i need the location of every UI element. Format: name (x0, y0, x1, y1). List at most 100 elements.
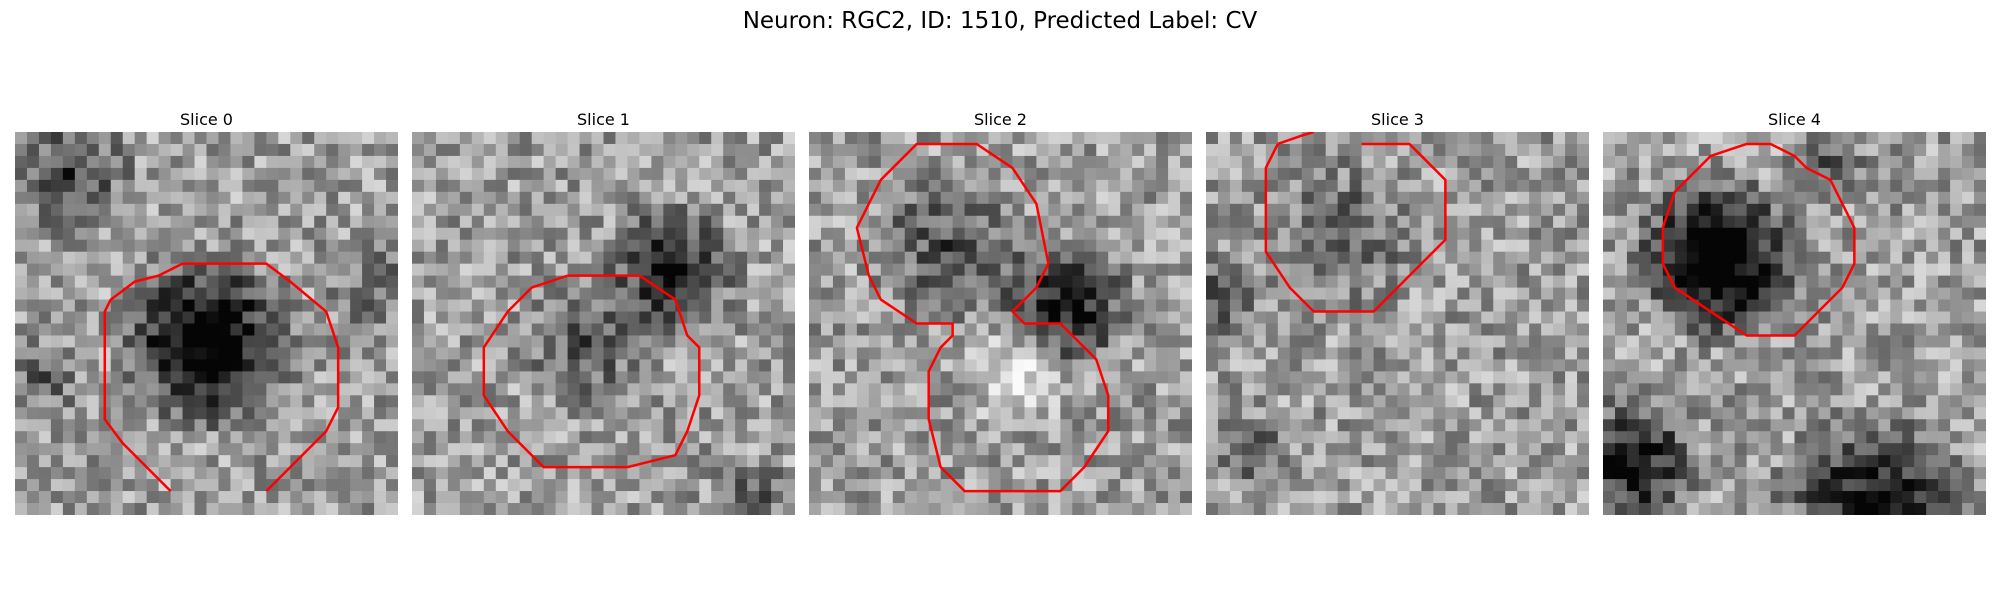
image-pixel (1806, 167, 1819, 181)
image-pixel (1349, 347, 1363, 360)
image-pixel (976, 395, 990, 408)
image-pixel (1385, 239, 1398, 253)
image-pixel (1650, 251, 1664, 265)
image-pixel (1950, 359, 1963, 372)
image-pixel (1782, 191, 1795, 205)
image-pixel (1325, 299, 1339, 313)
image-pixel (483, 479, 497, 492)
image-pixel (412, 227, 425, 241)
image-pixel (868, 239, 882, 253)
image-pixel (386, 311, 398, 324)
image-pixel (1313, 251, 1327, 265)
image-pixel (1674, 323, 1688, 336)
image-pixel (1698, 323, 1712, 336)
image-pixel (711, 479, 724, 492)
image-pixel (314, 503, 327, 515)
image-pixel (687, 359, 700, 372)
image-pixel (1638, 431, 1652, 444)
image-pixel (1902, 155, 1915, 169)
image-pixel (230, 167, 243, 181)
image-pixel (206, 203, 219, 217)
image-pixel (651, 143, 664, 157)
slice-panel-3: Slice 3 (1206, 108, 1589, 515)
image-pixel (386, 251, 398, 265)
image-pixel (302, 371, 315, 384)
image-pixel (1000, 467, 1013, 480)
image-pixel (218, 227, 231, 241)
image-pixel (1024, 407, 1037, 420)
image-pixel (591, 227, 604, 241)
image-pixel (435, 443, 449, 456)
image-pixel (447, 347, 461, 360)
image-pixel (591, 503, 604, 515)
image-pixel (615, 287, 628, 301)
image-pixel (1469, 203, 1482, 217)
image-pixel (1830, 179, 1843, 193)
image-pixel (711, 371, 724, 384)
image-pixel (38, 132, 52, 145)
image-pixel (1206, 143, 1219, 157)
image-pixel (1770, 419, 1784, 432)
image-pixel (844, 347, 858, 360)
image-pixel (1614, 275, 1628, 289)
image-pixel (1156, 287, 1169, 301)
image-pixel (1206, 167, 1219, 181)
image-pixel (158, 299, 172, 313)
image-pixel (170, 311, 184, 324)
image-pixel (952, 455, 966, 468)
image-pixel (1553, 251, 1566, 265)
image-pixel (856, 155, 870, 169)
image-pixel (1638, 191, 1652, 205)
image-pixel (170, 191, 184, 205)
image-pixel (1854, 275, 1867, 289)
image-pixel (904, 287, 918, 301)
image-pixel (1325, 467, 1339, 480)
image-pixel (1902, 335, 1915, 348)
image-pixel (1974, 215, 1986, 229)
image-pixel (832, 467, 846, 480)
image-pixel (1024, 167, 1037, 181)
image-pixel (1650, 407, 1664, 420)
image-pixel (1926, 335, 1939, 348)
image-pixel (38, 275, 52, 289)
image-pixel (1265, 203, 1279, 217)
image-pixel (1120, 227, 1133, 241)
image-pixel (940, 395, 954, 408)
image-pixel (134, 263, 148, 277)
image-pixel (338, 311, 351, 324)
image-pixel (579, 371, 593, 384)
image-pixel (62, 132, 76, 145)
image-pixel (1938, 155, 1951, 169)
image-pixel (880, 227, 894, 241)
image-pixel (1758, 263, 1772, 277)
image-pixel (1505, 311, 1518, 324)
image-pixel (1217, 179, 1231, 193)
image-pixel (110, 251, 124, 265)
image-pixel (1048, 371, 1061, 384)
image-pixel (1349, 503, 1363, 515)
image-pixel (1770, 407, 1784, 420)
image-pixel (1926, 347, 1939, 360)
image-pixel (988, 323, 1001, 336)
image-pixel (338, 383, 351, 396)
image-pixel (1036, 383, 1049, 396)
image-pixel (555, 143, 569, 157)
image-pixel (1277, 419, 1291, 432)
image-pixel (1914, 407, 1927, 420)
image-pixel (663, 359, 676, 372)
image-pixel (699, 479, 712, 492)
image-pixel (1493, 503, 1506, 515)
image-pixel (134, 155, 148, 169)
image-pixel (1325, 263, 1339, 277)
image-pixel (86, 191, 100, 205)
image-pixel (1878, 227, 1891, 241)
image-pixel (1541, 431, 1554, 444)
image-pixel (759, 215, 772, 229)
image-pixel (278, 167, 291, 181)
image-pixel (86, 419, 100, 432)
image-pixel (170, 503, 184, 515)
image-pixel (1144, 407, 1157, 420)
image-pixel (374, 179, 387, 193)
image-pixel (567, 371, 581, 384)
image-pixel (122, 227, 136, 241)
